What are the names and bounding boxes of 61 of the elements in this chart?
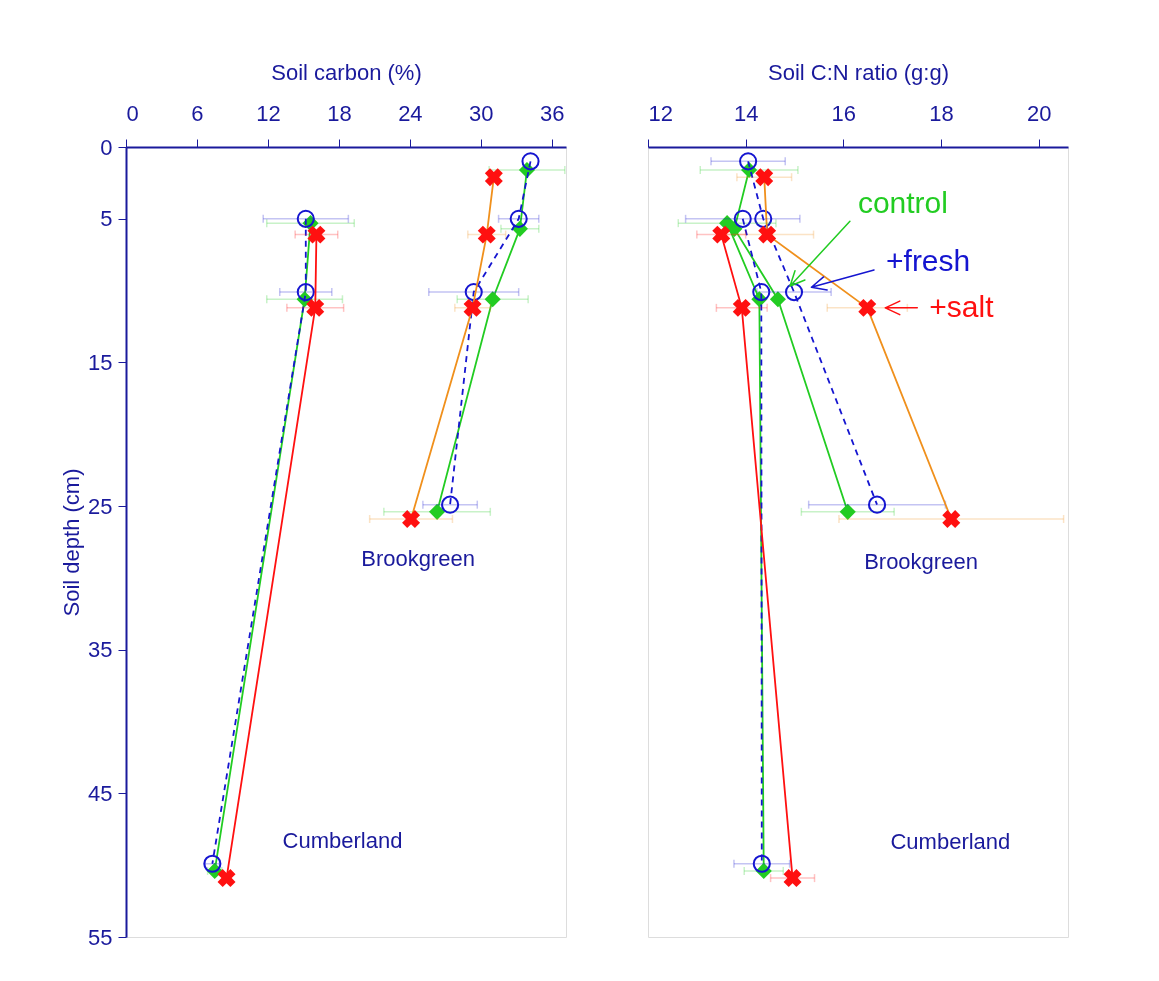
point <box>429 503 446 520</box>
point <box>784 283 804 302</box>
x-tick-label: 16 <box>831 100 857 126</box>
x-tick-label: 36 <box>540 100 565 126</box>
x-tick-label: 18 <box>929 100 954 126</box>
point <box>733 209 752 228</box>
y-tick-label: 0 <box>100 134 113 160</box>
legend-label: +salt <box>929 289 995 323</box>
point <box>463 298 482 317</box>
point <box>521 152 540 171</box>
point <box>739 152 758 171</box>
legend-label: +fresh <box>886 244 971 278</box>
y-tick-label: 15 <box>88 349 113 375</box>
point <box>484 168 503 187</box>
point <box>441 495 460 514</box>
x-tick-label: 24 <box>398 100 423 126</box>
point <box>296 209 315 228</box>
point <box>839 503 856 520</box>
point <box>769 291 786 308</box>
annotation: Brookgreen <box>361 546 476 572</box>
y-tick-label: 45 <box>88 780 113 806</box>
x-tick-label: 20 <box>1026 100 1052 126</box>
x-axis-title: Soil C:N ratio (g:g) <box>768 59 949 85</box>
x-tick-label: 18 <box>327 100 352 126</box>
point <box>758 225 777 244</box>
y-tick-label: 5 <box>100 206 113 232</box>
point <box>484 291 501 308</box>
point <box>783 869 802 888</box>
x-tick-label: 14 <box>733 100 759 126</box>
annotation: Cumberland <box>890 829 1011 855</box>
x-tick-label: 12 <box>648 100 673 126</box>
y-axis-title: Soil depth (cm) <box>59 468 85 617</box>
point <box>942 510 961 529</box>
point <box>752 854 771 873</box>
y-tick-label: 25 <box>88 493 113 519</box>
point <box>217 869 236 888</box>
point <box>307 225 326 244</box>
point <box>203 854 222 873</box>
point <box>464 283 483 302</box>
point <box>867 495 887 514</box>
x-tick-label: 6 <box>191 100 204 126</box>
point <box>402 510 421 529</box>
point <box>296 283 315 302</box>
x-tick-label: 30 <box>469 100 494 126</box>
text: control <box>857 186 948 220</box>
point <box>858 298 877 317</box>
point <box>509 209 528 228</box>
point <box>752 283 771 302</box>
point <box>732 298 751 317</box>
x-tick-label: 12 <box>256 100 281 126</box>
point <box>754 209 773 228</box>
point <box>755 168 774 187</box>
annotation: Cumberland <box>282 827 403 853</box>
x-axis-title: Soil carbon (%) <box>271 59 422 85</box>
y-tick-label: 55 <box>88 924 113 950</box>
y-tick-label: 35 <box>88 637 113 663</box>
x-tick-label: 0 <box>126 100 139 126</box>
point <box>712 225 731 244</box>
annotation: Brookgreen <box>864 548 978 574</box>
point <box>306 298 325 317</box>
point <box>477 225 496 244</box>
